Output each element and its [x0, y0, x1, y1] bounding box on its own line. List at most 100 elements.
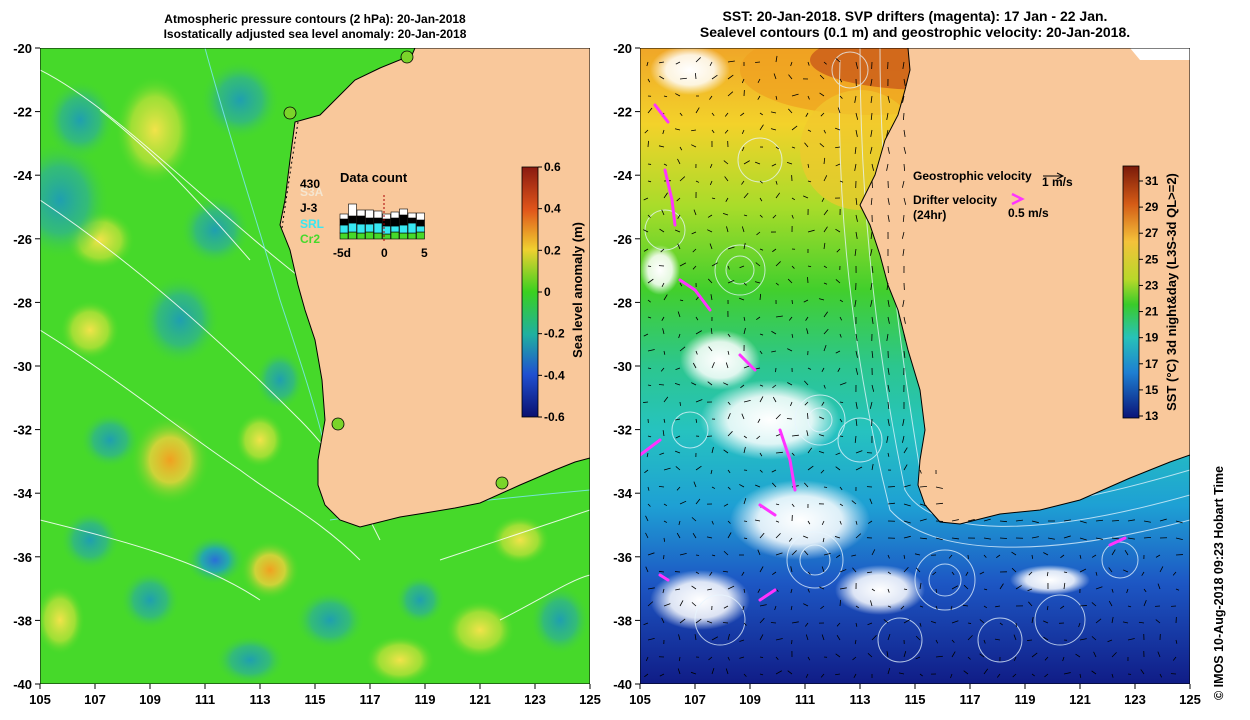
velocity-arrow — [919, 503, 927, 507]
velocity-arrow — [678, 520, 681, 526]
velocity-arrow — [708, 346, 713, 352]
velocity-arrow — [1015, 519, 1023, 522]
velocity-arrow — [723, 503, 729, 507]
velocity-arrow — [647, 503, 651, 507]
axis-ticks: 105 107 109 111 113 115 117 119 121 123 125 -20 -22 -… — [13, 41, 1201, 707]
velocity-arrow — [643, 622, 649, 626]
velocity-arrow — [821, 634, 825, 641]
velocity-arrow — [823, 345, 827, 352]
velocity-arrow — [790, 588, 793, 594]
velocity-arrow — [819, 74, 825, 80]
velocity-arrow — [679, 77, 687, 80]
velocity-arrow — [807, 656, 811, 661]
velocity-arrow — [1015, 585, 1022, 590]
velocity-arrow — [1091, 554, 1097, 558]
left-ytick-label: -24 — [13, 168, 33, 183]
velocity-arrow — [870, 78, 873, 86]
velocity-arrow — [919, 622, 922, 627]
velocity-arrow — [821, 401, 825, 406]
australia-land-sst — [859, 48, 1190, 525]
velocity-arrow — [839, 520, 842, 525]
velocity-arrow — [823, 209, 829, 216]
velocity-arrow — [725, 668, 729, 675]
velocity-arrow — [759, 350, 763, 355]
velocity-arrow — [1060, 605, 1065, 610]
velocity-arrow — [661, 617, 665, 624]
velocity-arrow — [852, 656, 857, 661]
velocity-arrow — [935, 486, 943, 489]
velocity-arrow — [663, 503, 668, 507]
velocity-arrow — [743, 316, 746, 321]
velocity-arrow — [707, 278, 713, 284]
velocity-arrow — [739, 656, 745, 659]
velocity-arrow — [854, 163, 857, 171]
drifter-legend-scale: 0.5 m/s — [1008, 206, 1049, 220]
velocity-arrow — [662, 129, 665, 135]
velocity-arrow — [822, 537, 825, 543]
velocity-arrow — [871, 163, 875, 171]
velocity-arrow — [788, 74, 793, 80]
velocity-arrow — [887, 605, 892, 608]
velocity-arrow — [903, 619, 910, 624]
velocity-arrow — [676, 486, 681, 491]
velocity-arrow — [658, 486, 665, 488]
velocity-arrow — [1107, 639, 1113, 643]
data-count-bar — [373, 210, 383, 219]
velocity-arrow — [803, 535, 809, 539]
sst-colorbar-tick-label: 13 — [1145, 409, 1159, 423]
velocity-arrow — [821, 367, 825, 372]
velocity-arrow — [743, 192, 749, 199]
velocity-arrow — [759, 293, 762, 301]
velocity-arrow — [1031, 536, 1039, 539]
data-count-bar — [348, 215, 357, 224]
data-count-bar — [390, 211, 400, 219]
velocity-arrow — [741, 180, 745, 185]
velocity-arrow — [855, 520, 858, 525]
velocity-arrow — [771, 482, 777, 488]
velocity-arrow — [791, 265, 795, 269]
velocity-arrow — [1127, 519, 1135, 522]
velocity-arrow — [1111, 549, 1116, 556]
velocity-arrow — [823, 157, 826, 165]
tide-gauge-markers — [283, 50, 509, 490]
left-xtick-label: 115 — [305, 692, 326, 707]
velocity-arrow — [903, 146, 907, 154]
velocity-arrow — [1060, 554, 1065, 559]
velocity-arrow — [855, 112, 859, 120]
velocity-arrow — [756, 231, 761, 236]
velocity-arrow — [759, 396, 764, 403]
velocity-arrow — [759, 214, 763, 218]
velocity-arrow — [775, 638, 783, 641]
velocity-arrow — [706, 620, 713, 624]
left-ytick-label: -30 — [13, 359, 32, 374]
velocity-arrow — [883, 619, 889, 624]
velocity-arrow — [887, 197, 890, 205]
velocity-arrow — [983, 668, 989, 675]
velocity-arrow — [854, 639, 857, 645]
velocity-arrow — [771, 571, 777, 575]
velocity-arrow — [786, 162, 793, 165]
data-count-bar — [407, 222, 417, 234]
velocity-arrow — [675, 367, 681, 371]
velocity-arrow — [886, 651, 889, 658]
left-ytick-label: -34 — [13, 486, 33, 501]
velocity-arrow — [1157, 651, 1161, 658]
velocity-arrow — [674, 450, 681, 454]
right-ytick-label: -40 — [613, 677, 632, 692]
velocity-arrow — [741, 571, 745, 576]
velocity-arrow — [695, 57, 701, 63]
velocity-arrow — [693, 481, 697, 488]
velocity-arrow — [901, 231, 905, 239]
data-count-bar — [373, 232, 383, 240]
sat-label-s3a: S3A — [300, 185, 324, 199]
velocity-arrow — [855, 197, 858, 205]
velocity-arrow — [967, 519, 975, 522]
velocity-arrow — [674, 229, 681, 233]
velocity-arrow — [727, 279, 735, 284]
velocity-arrow — [775, 451, 783, 454]
velocity-arrow — [727, 520, 731, 524]
velocity-arrow — [647, 552, 655, 556]
velocity-arrow — [675, 588, 681, 591]
velocity-arrow — [675, 61, 681, 65]
velocity-arrow — [835, 653, 841, 658]
